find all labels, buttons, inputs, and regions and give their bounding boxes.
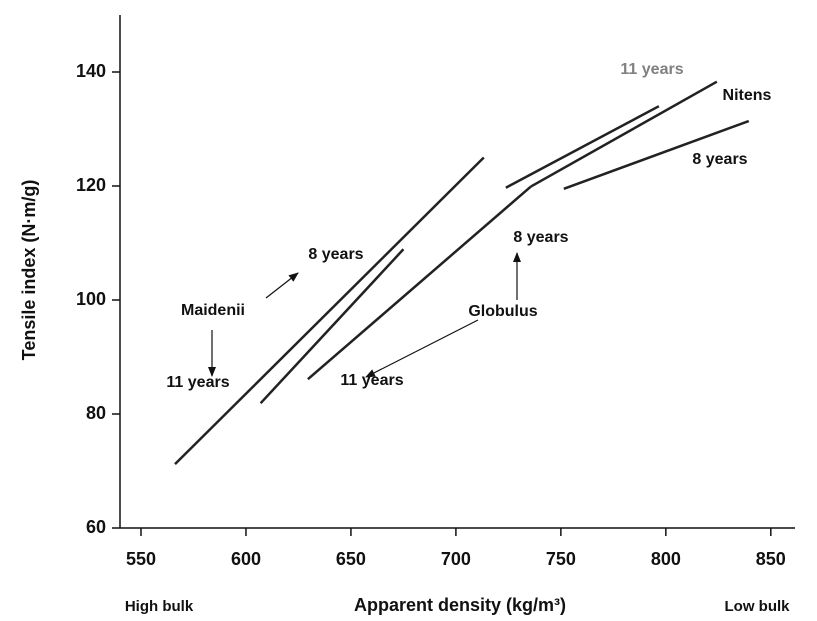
- x-tick-label: 550: [126, 549, 156, 569]
- annotation: Globulus: [468, 303, 537, 320]
- line: [307, 185, 532, 381]
- annotation: Maidenii: [181, 302, 245, 319]
- x-tick-label: 600: [231, 549, 261, 569]
- note: Low bulk: [725, 598, 791, 615]
- line: [563, 119, 750, 191]
- line: [530, 80, 718, 188]
- x-tick-label: 850: [756, 549, 786, 569]
- y-tick-label: 80: [86, 403, 106, 423]
- annotation: 11 years: [166, 374, 229, 391]
- x-tick-label: 700: [441, 549, 471, 569]
- arrow: [265, 272, 299, 299]
- annotation: 8 years: [513, 229, 568, 246]
- y-axis-label: Tensile index (N·m/g): [19, 180, 39, 361]
- x-axis-label: Apparent density (kg/m³): [354, 595, 566, 615]
- y-tick-label: 60: [86, 517, 106, 537]
- arrow: [365, 319, 479, 378]
- note: High bulk: [125, 598, 194, 615]
- line: [505, 105, 660, 189]
- x-tick-label: 650: [336, 549, 366, 569]
- y-tick-label: 120: [76, 175, 106, 195]
- line: [174, 156, 485, 466]
- annotation: Nitens: [723, 87, 772, 104]
- x-tick-label: 750: [546, 549, 576, 569]
- annotation: 11 years: [340, 372, 403, 389]
- x-tick-label: 800: [651, 549, 681, 569]
- y-tick-label: 100: [76, 289, 106, 309]
- annotation: 8 years: [692, 151, 747, 168]
- line: [259, 248, 405, 405]
- annotation: 8 years: [308, 246, 363, 263]
- y-tick-label: 140: [76, 61, 106, 81]
- annotation: 11 years: [620, 61, 683, 78]
